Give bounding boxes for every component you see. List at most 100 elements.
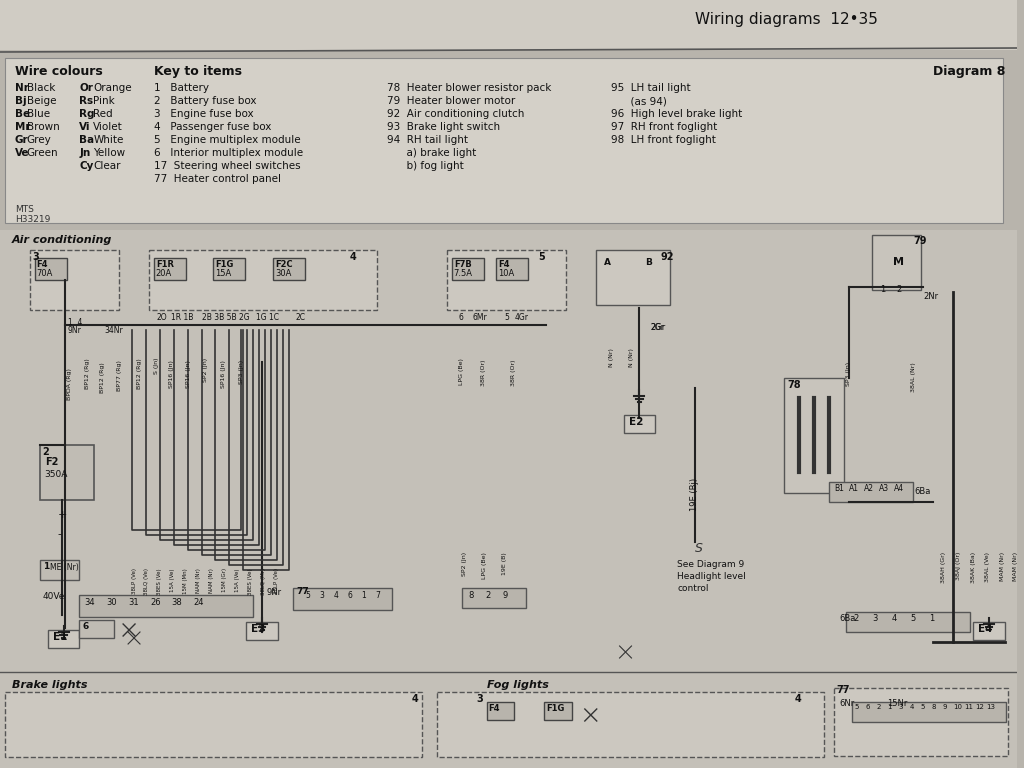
Bar [154, 258, 185, 280]
Text: Rs: Rs [80, 96, 93, 106]
Text: A4: A4 [894, 484, 904, 493]
Text: 6: 6 [347, 591, 352, 600]
Text: LPG (Be): LPG (Be) [482, 552, 487, 579]
Text: 13: 13 [986, 704, 995, 710]
Text: 2B 3B 5B 2G: 2B 3B 5B 2G [202, 313, 249, 322]
Text: N (Nr): N (Nr) [629, 348, 634, 367]
Text: 38AL (Ve): 38AL (Ve) [985, 552, 990, 582]
Bar [0, 0, 1017, 50]
Bar [148, 250, 377, 310]
Text: A: A [604, 258, 610, 267]
Bar [446, 250, 566, 310]
Bar [624, 415, 655, 433]
Text: 4: 4 [909, 704, 913, 710]
Text: 1: 1 [880, 285, 885, 294]
Text: Red: Red [93, 109, 113, 119]
Text: 9Nr: 9Nr [68, 326, 81, 335]
Text: 350A: 350A [45, 470, 68, 479]
Text: Fog lights: Fog lights [486, 680, 549, 690]
Text: 31: 31 [128, 598, 138, 607]
Text: 3   Engine fuse box: 3 Engine fuse box [154, 109, 254, 119]
Text: Jn: Jn [80, 148, 91, 158]
Text: 2: 2 [43, 447, 49, 457]
Text: Bj: Bj [15, 96, 27, 106]
Text: Vi: Vi [80, 122, 91, 132]
Text: B1: B1 [834, 484, 844, 493]
Text: Brake lights: Brake lights [12, 680, 87, 690]
Bar [486, 702, 514, 720]
Text: F1R: F1R [156, 260, 174, 269]
Text: 38R (Or): 38R (Or) [511, 360, 516, 386]
Text: 19E (Bj): 19E (Bj) [690, 478, 699, 511]
Text: 77: 77 [836, 685, 850, 695]
Text: BP12 (Rg): BP12 (Rg) [136, 358, 141, 389]
Text: 10: 10 [953, 704, 963, 710]
Text: 5: 5 [505, 313, 509, 322]
Text: SP3 (Jn): SP3 (Jn) [847, 362, 851, 386]
Text: 6: 6 [866, 704, 870, 710]
Text: 95  LH tail light: 95 LH tail light [610, 83, 690, 93]
Text: 1: 1 [930, 614, 935, 623]
Bar [5, 692, 422, 757]
Bar [35, 258, 67, 280]
Text: F4: F4 [37, 260, 48, 269]
Text: 9: 9 [503, 591, 508, 600]
Text: SP16 (Jn): SP16 (Jn) [169, 360, 174, 388]
Text: 38AK (Ba): 38AK (Ba) [971, 552, 976, 583]
Text: E1: E1 [52, 632, 67, 642]
Text: Mr: Mr [15, 122, 31, 132]
Text: 2: 2 [485, 591, 490, 600]
Text: 5: 5 [539, 252, 545, 262]
Text: SP2 (Jn): SP2 (Jn) [203, 358, 208, 382]
Text: 1G 1C: 1G 1C [256, 313, 280, 322]
Text: N (Nr): N (Nr) [609, 348, 614, 367]
Text: 34: 34 [84, 598, 95, 607]
Bar [293, 588, 392, 610]
Text: Wiring diagrams  12•35: Wiring diagrams 12•35 [695, 12, 878, 27]
Text: BP12 (Rg): BP12 (Rg) [85, 358, 90, 389]
Text: 9: 9 [942, 704, 947, 710]
Text: 1: 1 [888, 704, 892, 710]
Text: 30A: 30A [275, 269, 292, 278]
Text: 11: 11 [965, 704, 973, 710]
Text: 5: 5 [910, 614, 915, 623]
Bar [784, 378, 844, 493]
Bar [80, 620, 115, 638]
Text: Rg: Rg [80, 109, 95, 119]
Text: 2   Battery fuse box: 2 Battery fuse box [154, 96, 256, 106]
Text: 1R 1B: 1R 1B [171, 313, 194, 322]
Text: SP3 (Jn): SP3 (Jn) [239, 360, 244, 384]
Text: 92: 92 [660, 252, 674, 262]
Text: M: M [893, 257, 903, 267]
Text: 77: 77 [296, 587, 308, 596]
Text: 4Gr: 4Gr [514, 313, 528, 322]
Text: 6Nr: 6Nr [839, 699, 854, 708]
Text: 26: 26 [150, 598, 161, 607]
Text: 38AJ (Or): 38AJ (Or) [955, 552, 961, 581]
Text: 12: 12 [975, 704, 984, 710]
Text: (as 94): (as 94) [610, 96, 667, 106]
Text: 38ES (Ve): 38ES (Ve) [248, 568, 253, 594]
Text: 5: 5 [855, 704, 859, 710]
Text: White: White [93, 135, 124, 145]
Text: Air conditioning: Air conditioning [12, 235, 113, 245]
Text: 2: 2 [854, 614, 859, 623]
Text: Grey: Grey [27, 135, 51, 145]
Bar [246, 622, 278, 640]
Text: 2Gr: 2Gr [650, 323, 666, 332]
Text: SP16 (Jn): SP16 (Jn) [186, 360, 191, 388]
Text: 38LP (Ve): 38LP (Ve) [273, 568, 279, 594]
Text: 15A: 15A [215, 269, 231, 278]
Text: 4: 4 [892, 614, 897, 623]
Text: 2C: 2C [296, 313, 306, 322]
Text: 10A: 10A [499, 269, 515, 278]
Text: 24: 24 [194, 598, 204, 607]
Text: 6Mr: 6Mr [473, 313, 487, 322]
Bar [48, 630, 80, 648]
Text: 38AL (Nr): 38AL (Nr) [911, 362, 915, 392]
Text: Headlight level: Headlight level [677, 572, 745, 581]
Text: E3: E3 [251, 624, 265, 634]
Bar [544, 702, 572, 720]
Text: 2Nr: 2Nr [924, 292, 939, 301]
Text: S: S [695, 542, 702, 555]
